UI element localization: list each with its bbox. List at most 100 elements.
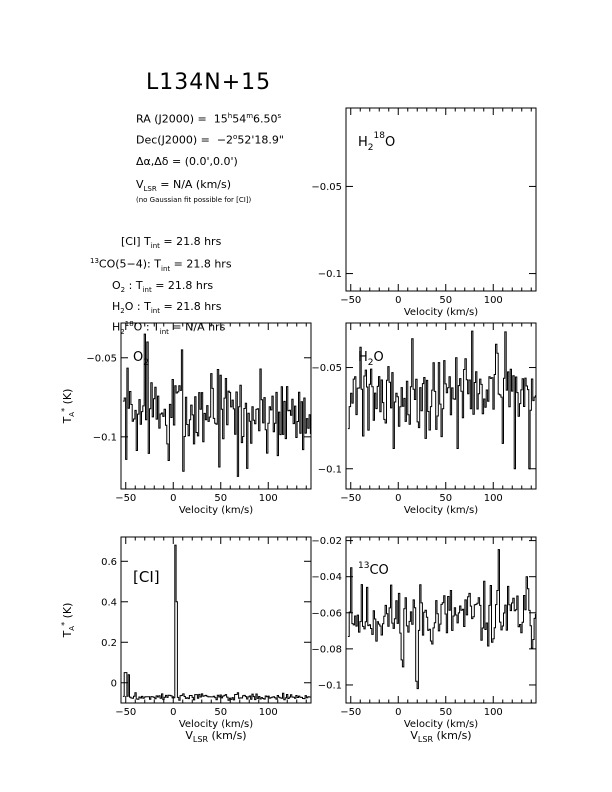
ra-minutes: 54 <box>232 112 247 126</box>
tint-species-sub: 2 <box>120 307 125 316</box>
13co-xtick-label: 0 <box>395 707 401 718</box>
h218o-species-label: H218O <box>358 131 395 153</box>
tint-value: = 21.8 hrs <box>160 300 222 313</box>
tint-t-sub: int <box>159 327 169 336</box>
h2o-spectrum-line <box>347 330 536 470</box>
h2o-species-label-part: H <box>358 350 368 365</box>
h2o-species-label: H2O <box>358 350 384 368</box>
h218o-xtick-label: −50 <box>340 295 361 306</box>
ci-xlabel2: VLSR (km/s) <box>185 729 246 744</box>
source-title: L134N+15 <box>146 70 272 95</box>
tint-species-name: O : <box>133 320 150 334</box>
tint-t: T <box>144 235 151 248</box>
ci-ytick-label: 0 <box>111 678 117 689</box>
ci-xtick-label: 100 <box>259 707 278 718</box>
h218o-xtick-label: 0 <box>395 295 401 306</box>
ci-spectrum-line <box>122 544 311 701</box>
ra-s-unit: s <box>277 112 282 120</box>
o2-xtick-label: −50 <box>115 493 136 504</box>
o2-ylabel-part: * <box>60 408 69 412</box>
ci-xlabel2-part: (km/s) <box>208 729 247 742</box>
tint-t: T <box>144 300 151 313</box>
h218o-ytick-label: −0.05 <box>311 182 342 193</box>
ci-species-label-part: [CI] <box>133 568 160 586</box>
ci-ylabel-part: (K) <box>61 603 74 622</box>
o2-species-label: O2 <box>133 350 149 368</box>
tint-value: = N/A hrs <box>168 320 226 334</box>
h218o-xtick-label: 100 <box>484 295 503 306</box>
13co-xtick-label: 50 <box>439 707 452 718</box>
tint-value: = 21.8 hrs <box>170 257 232 271</box>
h2o-xtick-label: 100 <box>484 493 503 504</box>
h2o-species-label-part: O <box>374 350 384 365</box>
ra-h-unit: h <box>227 112 233 120</box>
dec-deg-unit: o <box>233 133 238 141</box>
tint-species-post: O : <box>124 300 141 313</box>
13co-ytick-label: −0.08 <box>311 644 342 655</box>
ra-label: RA (J2000) = <box>136 112 207 126</box>
13co-xtick-label: −50 <box>340 707 361 718</box>
13co-xlabel2-part: LSR <box>418 735 434 744</box>
o2-ylabel-part: A <box>68 412 76 417</box>
tint-row: H2O : Tint = 21.8 hrs <box>112 300 272 315</box>
h218o-species-label-part: H <box>358 135 368 150</box>
o2-ylabel-part: (K) <box>61 389 74 408</box>
o2-ytick-label: −0.05 <box>86 353 117 364</box>
tint-t-sub: int <box>150 242 160 251</box>
ci-xtick-label: 50 <box>214 707 227 718</box>
h218o-species-label-part: 18 <box>374 131 386 141</box>
h218o-species-label-part: 2 <box>368 143 374 153</box>
h2o-xlabel: Velocity (km/s) <box>404 505 478 516</box>
ci-ylabel-part: * <box>60 622 69 626</box>
13co-xlabel2-part: (km/s) <box>433 729 472 742</box>
ra-hours: 15 <box>213 112 228 126</box>
h2o-species-label-part: 2 <box>368 358 374 368</box>
13co-spectrum-line <box>347 549 536 690</box>
o2-frame <box>120 322 312 490</box>
vlsr-value: = N/A (km/s) <box>156 178 232 191</box>
dec-label: Dec(J2000) = <box>136 133 210 147</box>
13co-ytick-label: −0.04 <box>311 572 342 583</box>
ra-seconds: 6.50 <box>253 112 278 126</box>
tint-t-sub: int <box>150 307 160 316</box>
ci-xlabel: Velocity (km/s) <box>179 719 253 730</box>
tint-t: T <box>153 320 160 334</box>
o2-spectrum-line <box>122 333 311 477</box>
13co-ytick-label: −0.1 <box>318 680 342 691</box>
13co-xlabel2: VLSR (km/s) <box>410 729 471 744</box>
h218o-xlabel: Velocity (km/s) <box>404 307 478 318</box>
tint-t-sub: int <box>161 264 171 273</box>
ci-xtick-label: 0 <box>170 707 176 718</box>
h2o-ytick-label: −0.05 <box>311 363 342 374</box>
tint-row: H218O : Tint = N/A hrs <box>112 320 272 336</box>
o2-xlabel: Velocity (km/s) <box>179 505 253 516</box>
ci-xtick-label: −50 <box>115 707 136 718</box>
13co-xlabel: Velocity (km/s) <box>404 719 478 730</box>
ci-xlabel2-part: V <box>185 729 193 742</box>
h2o-frame <box>345 322 537 490</box>
tint-species-sub: 2 <box>120 286 126 295</box>
tint-species-pre: H <box>112 300 121 313</box>
13co-ytick-label: −0.06 <box>311 608 342 619</box>
o2-species-label-part: O <box>133 350 143 365</box>
tint-value: = 21.8 hrs <box>159 235 222 248</box>
o2-xtick-label: 0 <box>170 493 176 504</box>
ra-line: RA (J2000) = 15h54m6.50s <box>136 112 281 126</box>
tint-value: = 21.8 hrs <box>151 279 214 292</box>
dec-line: Dec(J2000) = −2o52'18.9" <box>136 133 284 147</box>
tint-species-post: : <box>125 279 133 292</box>
tint-species-sub: 2 <box>120 327 125 336</box>
h2o-xtick-label: 50 <box>439 493 452 504</box>
offset-line: Δα,Δδ = (0.0',0.0') <box>136 155 238 168</box>
tint-row: 13CO(5−4): Tint = 21.8 hrs <box>90 257 250 273</box>
ci-ytick-label: 0.6 <box>101 557 117 568</box>
fit-note: (no Gaussian fit possible for [CI]) <box>136 196 252 204</box>
13co-xtick-label: 100 <box>484 707 503 718</box>
ci-species-label: [CI] <box>133 568 160 586</box>
h218o-xtick-label: 50 <box>439 295 452 306</box>
13co-ytick-label: −0.02 <box>311 536 342 547</box>
dec-rest: 52'18.9" <box>237 133 284 147</box>
tint-species-sup: 13 <box>90 257 99 265</box>
h2o-xtick-label: 0 <box>395 493 401 504</box>
